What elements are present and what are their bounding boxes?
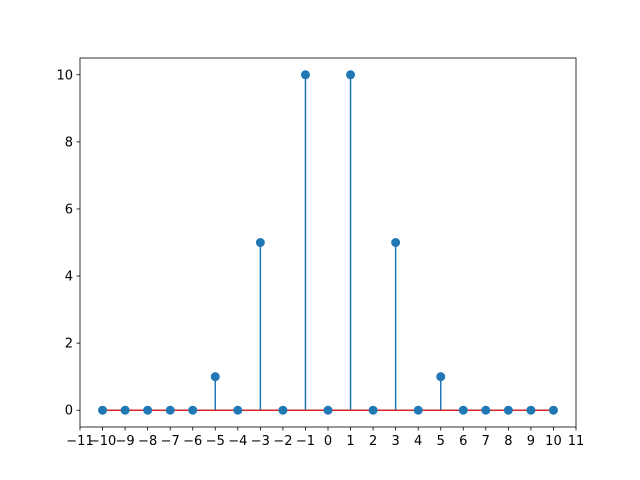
y-tick-label: 2	[65, 337, 73, 352]
marker	[165, 405, 175, 415]
x-tick-label: 3	[391, 434, 399, 449]
marker	[98, 405, 108, 415]
x-tick-label: 5	[437, 434, 445, 449]
x-tick-label: −6	[183, 434, 202, 449]
marker	[368, 405, 378, 415]
x-tick-label: 4	[414, 434, 422, 449]
x-tick-label: −3	[251, 434, 270, 449]
x-tick-label: −8	[138, 434, 157, 449]
marker	[323, 405, 333, 415]
x-tick-label: −1	[296, 434, 315, 449]
y-tick-label: 0	[65, 404, 73, 419]
marker	[481, 405, 491, 415]
marker	[120, 405, 130, 415]
marker	[188, 405, 198, 415]
x-tick-label: 0	[324, 434, 332, 449]
marker	[548, 405, 558, 415]
y-tick-label: 10	[56, 68, 73, 83]
marker	[278, 405, 288, 415]
marker	[233, 405, 243, 415]
x-tick-label: −4	[228, 434, 247, 449]
marker	[391, 238, 401, 247]
x-tick-label: −2	[273, 434, 292, 449]
x-tick-label: 1	[346, 434, 354, 449]
marker	[526, 405, 536, 415]
x-tick-label: −5	[206, 434, 225, 449]
x-tick-label: −10	[89, 434, 116, 449]
x-tick-label: 2	[369, 434, 377, 449]
marker	[143, 405, 153, 415]
x-tick-label: 10	[545, 434, 562, 449]
x-tick-label: 6	[459, 434, 467, 449]
x-tick-label: 11	[568, 434, 585, 449]
y-tick-label: 4	[65, 270, 73, 285]
marker	[255, 238, 265, 247]
marker	[300, 70, 310, 80]
x-tick-label: 7	[482, 434, 490, 449]
marker	[458, 405, 468, 415]
marker	[346, 70, 356, 80]
x-tick-label: −11	[66, 434, 93, 449]
x-tick-label: −7	[161, 434, 180, 449]
x-tick-label: −9	[116, 434, 135, 449]
marker	[503, 405, 513, 415]
marker	[210, 372, 220, 382]
x-tick-label: 9	[527, 434, 535, 449]
y-tick-label: 8	[65, 135, 73, 150]
x-tick-label: 8	[504, 434, 512, 449]
marker	[436, 372, 446, 382]
y-tick-label: 6	[65, 202, 73, 217]
axes-frame	[79, 57, 577, 428]
marker	[413, 405, 423, 415]
